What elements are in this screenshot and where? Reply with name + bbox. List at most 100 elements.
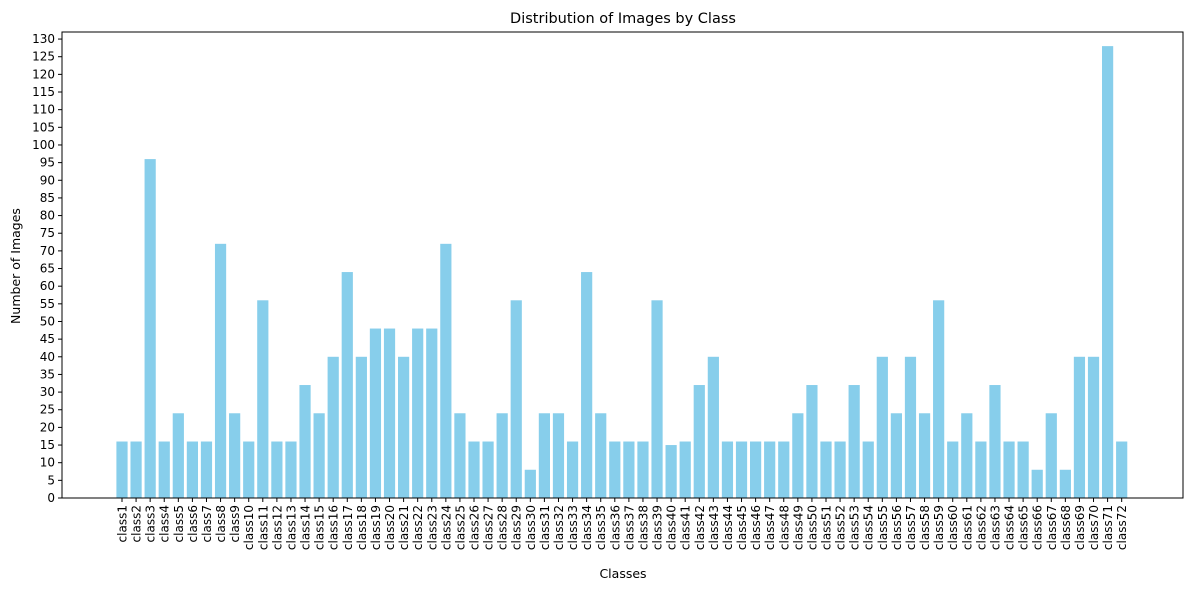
bar-class70 [1087,356,1100,498]
y-tick-label: 45 [40,332,55,346]
x-tick-label: class33 [566,505,580,550]
bar-class58 [918,413,931,498]
x-tick-label: class8 [214,505,228,542]
x-tick-label: class48 [777,505,791,550]
bar-class63 [989,385,1001,498]
bar-class64 [1003,441,1015,498]
bar-class69 [1073,356,1086,498]
x-tick-label: class29 [510,505,524,550]
bar-class22 [412,328,424,498]
bar-class28 [496,413,508,498]
y-axis-label: Number of Images [8,208,23,324]
x-tick-label: class71 [1101,505,1115,550]
y-tick-label: 70 [40,244,55,258]
bar-class55 [876,356,888,498]
x-tick-label: class21 [397,505,411,550]
x-tick-label: class16 [327,505,341,550]
y-tick-label: 80 [40,209,55,223]
bar-class54 [862,441,874,498]
bar-class43 [707,356,719,498]
y-tick-label: 5 [47,473,55,487]
x-tick-label: class72 [1115,505,1129,550]
x-tick-label: class65 [1017,505,1031,550]
x-tick-label: class66 [1031,505,1045,550]
y-tick-label: 30 [40,385,55,399]
x-tick-label: class56 [890,505,904,550]
x-tick-label: class69 [1073,505,1087,550]
bar-class6 [186,441,198,498]
x-tick-label: class1 [116,505,130,542]
x-tick-label: class43 [707,505,721,550]
bar-class33 [566,441,579,498]
x-tick-label: class9 [228,505,242,542]
y-tick-label: 115 [32,85,55,99]
y-tick-label: 55 [40,297,55,311]
bar-class62 [975,441,987,498]
bar-class40 [665,445,677,498]
bar-class56 [890,413,902,498]
bar-class21 [398,356,410,498]
bar-class34 [581,272,593,498]
x-tick-label: class25 [453,505,467,550]
x-tick-label: class61 [960,505,974,550]
x-tick-label: class15 [313,505,327,550]
bar-class11 [257,300,269,498]
bar-class25 [454,413,466,498]
bar-class47 [764,441,776,498]
bar-class71 [1102,46,1114,499]
x-tick-label: class28 [496,505,510,550]
x-tick-label: class19 [369,505,383,550]
bar-class8 [214,243,227,498]
bar-class36 [609,441,621,498]
bar-class30 [524,469,536,498]
bar-class32 [552,413,565,498]
bar-class50 [806,385,818,498]
x-tick-label: class35 [594,505,608,550]
y-tick-label: 25 [40,403,55,417]
x-tick-label: class22 [411,505,425,550]
bar-class16 [327,356,339,498]
x-tick-label: class50 [805,505,819,550]
bar-class68 [1059,469,1071,498]
bar-class42 [693,385,705,498]
bar-class59 [933,300,945,498]
y-tick-label: 10 [40,456,55,470]
bar-class3 [144,159,156,498]
x-tick-label: class42 [693,505,707,550]
x-tick-label: class26 [468,505,482,550]
bar-class19 [369,328,382,498]
bar-class60 [947,441,959,498]
x-tick-label: class52 [834,505,848,550]
bar-class37 [623,441,635,498]
bar-class44 [721,441,734,498]
x-tick-label: class64 [1003,505,1017,550]
bar-class46 [750,441,762,498]
x-tick-label: class63 [988,505,1002,550]
x-tick-label: class44 [721,505,735,550]
y-tick-label: 35 [40,367,55,381]
x-tick-label: class23 [425,505,439,550]
bar-class35 [595,413,607,498]
x-tick-label: class3 [144,505,158,542]
x-tick-label: class2 [130,505,144,542]
x-tick-label: class60 [946,505,960,550]
y-tick-label: 125 [32,50,55,64]
bar-class66 [1031,469,1043,498]
bar-class39 [651,300,663,498]
x-tick-label: class49 [791,505,805,550]
bar-class5 [172,413,184,498]
y-tick-label: 105 [32,120,55,134]
y-tick-label: 130 [32,32,55,46]
y-axis: 0 5 10 15 20 25 30 35 40 45 50 55 60 65 70 75 80 85 90 95 10… [32,32,62,505]
x-tick-label: class31 [538,505,552,550]
bar-class18 [355,356,367,498]
x-tick-label: class68 [1059,505,1073,550]
x-axis: class1 class2 class3 class4 class5 class6 clas… [116,498,1129,550]
x-tick-label: class20 [383,505,397,550]
x-tick-label: class58 [918,505,932,550]
y-tick-label: 75 [40,226,55,240]
y-tick-label: 60 [40,279,55,293]
y-tick-label: 65 [40,262,55,276]
x-tick-label: class40 [665,505,679,550]
x-tick-label: class39 [651,505,665,550]
